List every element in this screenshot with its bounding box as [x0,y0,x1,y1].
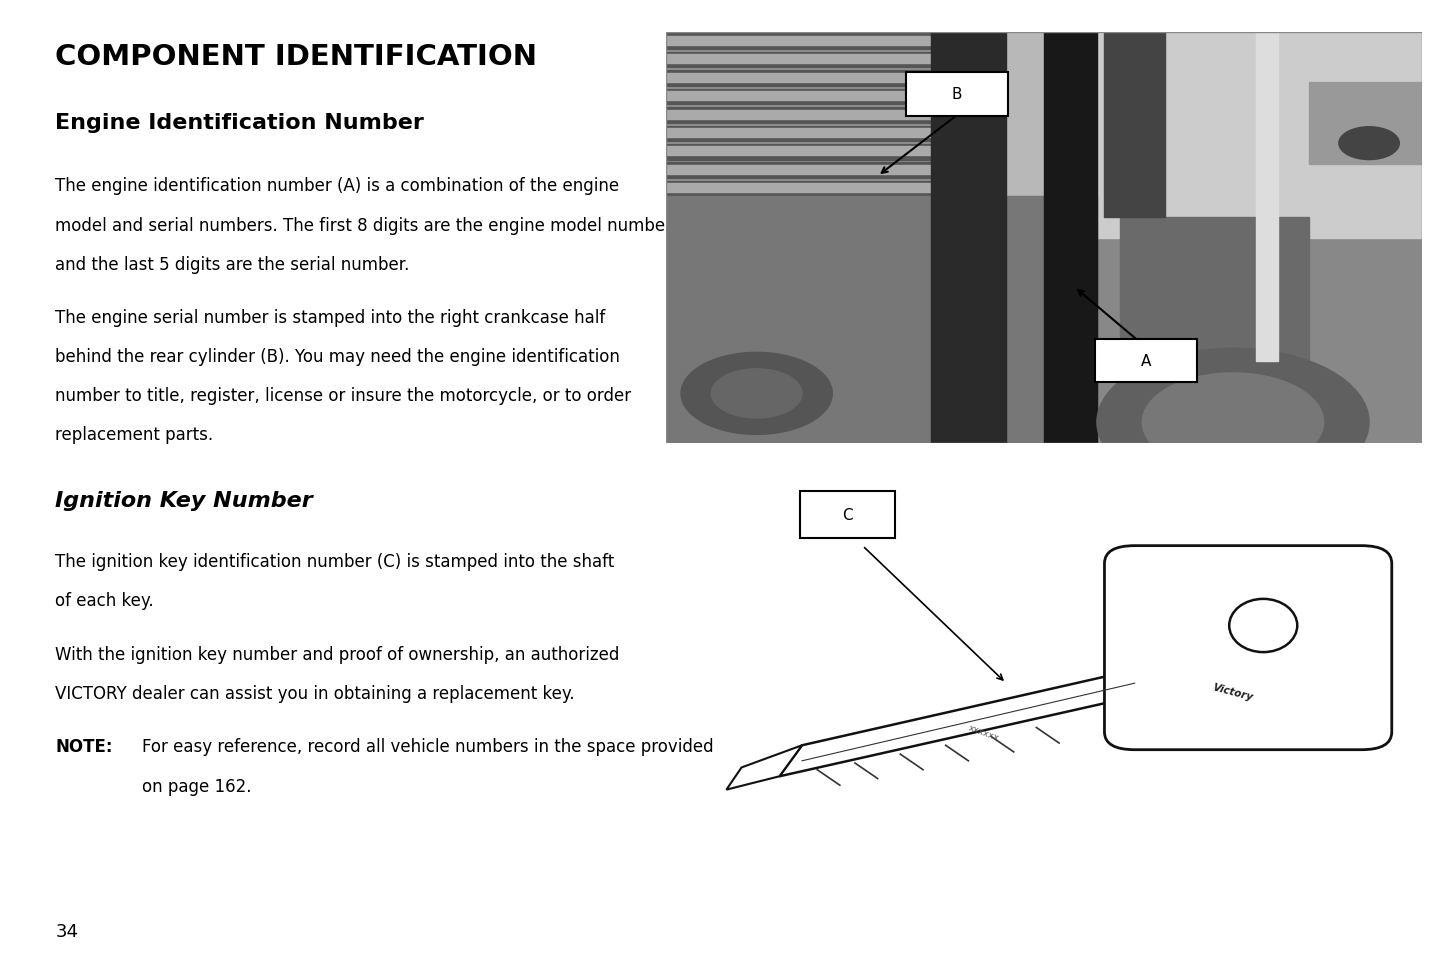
Text: replacement parts.: replacement parts. [55,426,214,444]
Circle shape [680,353,832,435]
Bar [666,71,931,87]
FancyBboxPatch shape [1105,546,1391,750]
Bar [931,33,1006,443]
Text: VICTORY dealer can assist you in obtaining a replacement key.: VICTORY dealer can assist you in obtaini… [55,684,574,702]
Text: The ignition key identification number (C) is stamped into the shaft: The ignition key identification number (… [55,553,615,571]
Text: 34: 34 [55,923,79,941]
Bar [666,166,931,174]
Bar [1120,218,1309,443]
Bar [666,52,931,69]
Bar [1309,83,1422,165]
Text: of each key.: of each key. [55,592,154,610]
Text: behind the rear cylinder (B). You may need the engine identification: behind the rear cylinder (B). You may ne… [55,348,619,366]
Text: on page 162.: on page 162. [142,777,252,795]
Bar [666,145,931,160]
Circle shape [1096,349,1370,497]
Polygon shape [727,745,803,790]
Bar [666,33,968,443]
Bar [666,55,931,64]
Bar [666,36,931,46]
Bar [666,182,931,197]
Bar [666,127,931,142]
Bar [1096,33,1422,443]
Text: B: B [952,88,963,102]
Text: With the ignition key number and proof of ownership, an authorized: With the ignition key number and proof o… [55,645,619,663]
FancyBboxPatch shape [1095,339,1198,383]
Bar [1044,33,1096,443]
Bar [666,184,931,193]
Bar [666,91,931,101]
Text: For easy reference, record all vehicle numbers in the space provided: For easy reference, record all vehicle n… [142,738,714,756]
Text: and the last 5 digits are the serial number.: and the last 5 digits are the serial num… [55,255,410,274]
Bar [666,73,931,83]
Circle shape [1339,128,1399,160]
Bar [1096,33,1422,238]
Text: COMPONENT IDENTIFICATION: COMPONENT IDENTIFICATION [55,43,537,71]
Text: Engine Identification Number: Engine Identification Number [55,112,425,132]
Text: C: C [842,508,852,522]
Bar [666,148,931,156]
Bar [666,163,931,179]
Circle shape [711,370,803,418]
Circle shape [1143,374,1323,472]
Text: NOTE:: NOTE: [55,738,113,756]
Text: The engine identification number (A) is a combination of the engine: The engine identification number (A) is … [55,177,619,195]
Bar [666,33,1422,197]
Bar [666,129,931,138]
FancyBboxPatch shape [800,492,896,538]
Bar [666,111,931,119]
Bar [1256,33,1278,361]
Bar [1105,33,1165,218]
Bar [666,197,1096,443]
Bar [666,34,931,50]
Text: Ignition Key Number: Ignition Key Number [55,491,313,511]
Text: number to title, register, license or insure the motorcycle, or to order: number to title, register, license or in… [55,387,631,405]
Bar [666,108,931,124]
Text: xxxxxx: xxxxxx [967,722,1000,742]
Polygon shape [779,670,1134,777]
Text: model and serial numbers. The first 8 digits are the engine model number: model and serial numbers. The first 8 di… [55,216,672,234]
Text: Victory: Victory [1211,682,1255,702]
FancyBboxPatch shape [906,73,1009,116]
Bar [666,90,931,105]
Ellipse shape [1229,599,1297,653]
Text: A: A [1141,354,1152,369]
Text: The engine serial number is stamped into the right crankcase half: The engine serial number is stamped into… [55,309,605,327]
